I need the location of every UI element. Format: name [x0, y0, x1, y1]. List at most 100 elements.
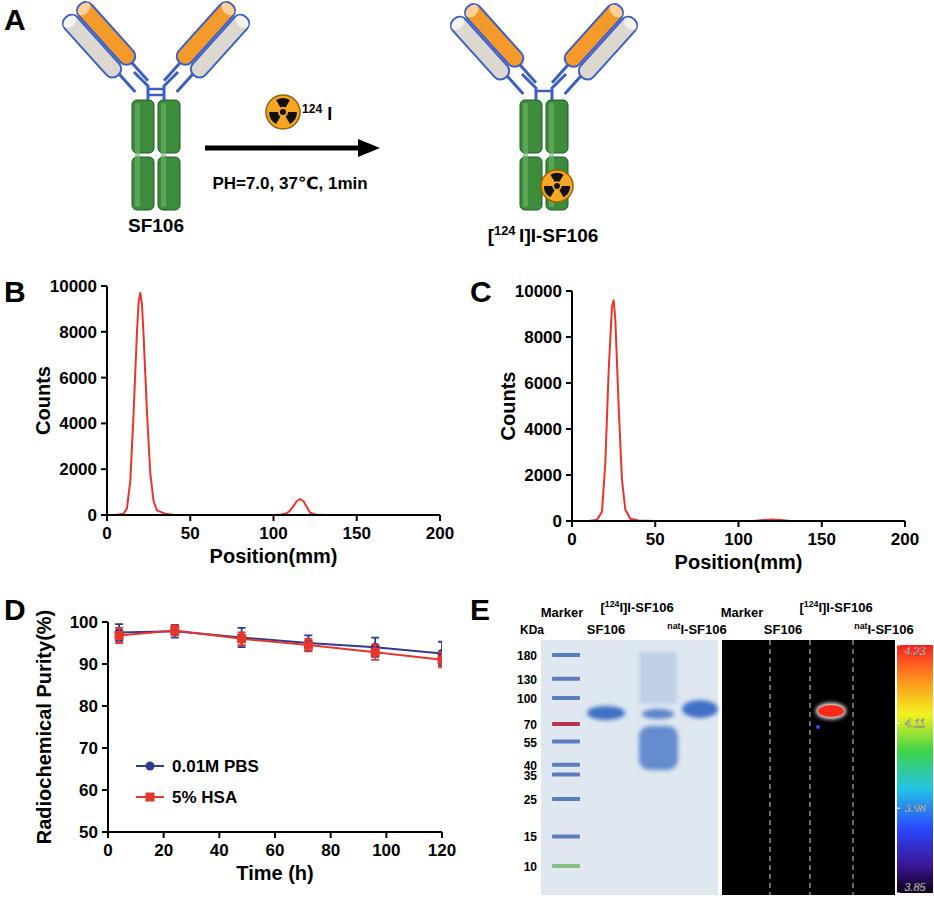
x-tick-label: 150 — [808, 530, 836, 549]
y-tick — [101, 285, 107, 287]
x-tick — [738, 521, 740, 527]
lane-label: Marker — [541, 605, 584, 620]
ladder-band — [552, 797, 580, 801]
x-tick — [273, 515, 275, 521]
y-tick — [101, 422, 107, 424]
x-axis-title: Position(mm) — [675, 551, 803, 573]
error-bar — [171, 625, 179, 638]
colorbar-tick — [897, 723, 900, 724]
light-chain-domain — [188, 12, 253, 81]
ladder-label: 15 — [524, 830, 538, 844]
domain-cap — [463, 2, 481, 19]
y-tick-label: 60 — [79, 781, 98, 800]
lane-label: SF106 — [587, 622, 625, 637]
gel-smear — [639, 726, 678, 770]
x-tick-label: 40 — [210, 841, 229, 860]
lane-label-part: SF106 — [764, 622, 802, 637]
y-axis — [106, 286, 108, 516]
error-bar — [371, 645, 379, 660]
lane-label: natI-SF106 — [667, 621, 726, 637]
x-tick — [654, 521, 656, 527]
lane-label-part: I-SF106 — [680, 622, 726, 637]
gel-smear — [639, 652, 677, 704]
y-axis — [571, 291, 573, 522]
hinge-chain — [522, 74, 536, 100]
antibody — [448, 1, 641, 210]
fab-arm — [60, 0, 155, 99]
marker-circle — [146, 762, 155, 771]
x-tick — [821, 521, 823, 527]
x-tick — [441, 832, 443, 838]
ladder-label: 70 — [524, 718, 538, 732]
x-tick-label: 120 — [428, 841, 456, 860]
x-tick — [106, 515, 108, 521]
panel-label: D — [4, 593, 26, 626]
marker-square — [304, 641, 313, 650]
x-tick-label: 80 — [321, 841, 340, 860]
fab-chain — [118, 61, 148, 92]
ladder-band — [552, 653, 580, 657]
lane-label-part: I]I-SF106 — [619, 600, 673, 615]
y-tick — [101, 468, 107, 470]
lane-label-part: nat — [854, 621, 867, 631]
domain-cap — [75, 0, 93, 17]
y-tick-label: 4000 — [59, 414, 97, 433]
ladder-band — [552, 696, 580, 700]
lane-label: Marker — [721, 605, 764, 620]
x-tick — [385, 832, 387, 838]
lane-divider — [810, 640, 811, 895]
lane-label-part: I-SF106 — [867, 622, 913, 637]
reagent-label-part: 124 — [302, 102, 323, 116]
line-chart: 0200040006000800010000050100150200Positi… — [497, 282, 919, 573]
panel-label: A — [4, 3, 26, 36]
y-tick — [566, 382, 572, 384]
hotspot-halo — [816, 703, 846, 719]
hinge-chain — [164, 72, 178, 100]
colorbar-tick — [897, 645, 900, 646]
fab-arm — [545, 1, 640, 101]
ladder-band — [552, 773, 580, 777]
reagent-label-part: I — [322, 104, 332, 124]
icon-disc — [541, 170, 573, 202]
error-bar — [115, 628, 123, 643]
icon-blade — [276, 98, 290, 108]
error-bar — [304, 635, 312, 650]
hinge-chain — [552, 74, 566, 100]
x-tick-label: 200 — [891, 530, 919, 549]
fc-highlight — [135, 103, 140, 207]
ladder-band — [552, 677, 580, 681]
plot-data — [572, 300, 905, 521]
marker-square — [237, 634, 246, 643]
ladder-band — [552, 722, 580, 726]
legend-label: 0.01M PBS — [172, 757, 259, 776]
colorbar-label: 3.85 — [904, 881, 926, 893]
light-chain-domain — [576, 14, 641, 83]
line-chart: 5060708090100020406080100120Time (h)Radi… — [33, 610, 456, 884]
series-line — [119, 630, 442, 659]
domain-cap — [449, 15, 467, 32]
ladder-label: 25 — [524, 793, 538, 807]
ladder-label: 10 — [524, 860, 538, 874]
error-bar — [171, 625, 179, 635]
y-tick-label: 100 — [70, 613, 98, 632]
colorbar-label: 3.98 — [904, 802, 926, 814]
x-tick — [571, 521, 573, 527]
conditions-label: PH=7.0, 37℃, 1min — [212, 174, 367, 193]
x-tick — [274, 832, 276, 838]
y-axis-title: Radiochemical Purity(%) — [33, 610, 55, 845]
y-tick — [566, 428, 572, 430]
plot-data — [107, 293, 440, 515]
x-tick-label: 100 — [724, 530, 752, 549]
domain-cap — [233, 13, 251, 30]
disulfide-bond — [536, 90, 552, 93]
error-bar — [115, 624, 123, 641]
light-chain-domain — [448, 14, 513, 83]
icon-blade — [559, 186, 570, 197]
series-line — [572, 300, 905, 521]
gel-background — [541, 640, 718, 895]
x-tick-label: 20 — [154, 841, 173, 860]
lane-label: [124I]I-SF106 — [600, 599, 673, 615]
icon-blade — [269, 112, 280, 124]
lane-label-part: Marker — [721, 605, 764, 620]
y-tick — [566, 474, 572, 476]
